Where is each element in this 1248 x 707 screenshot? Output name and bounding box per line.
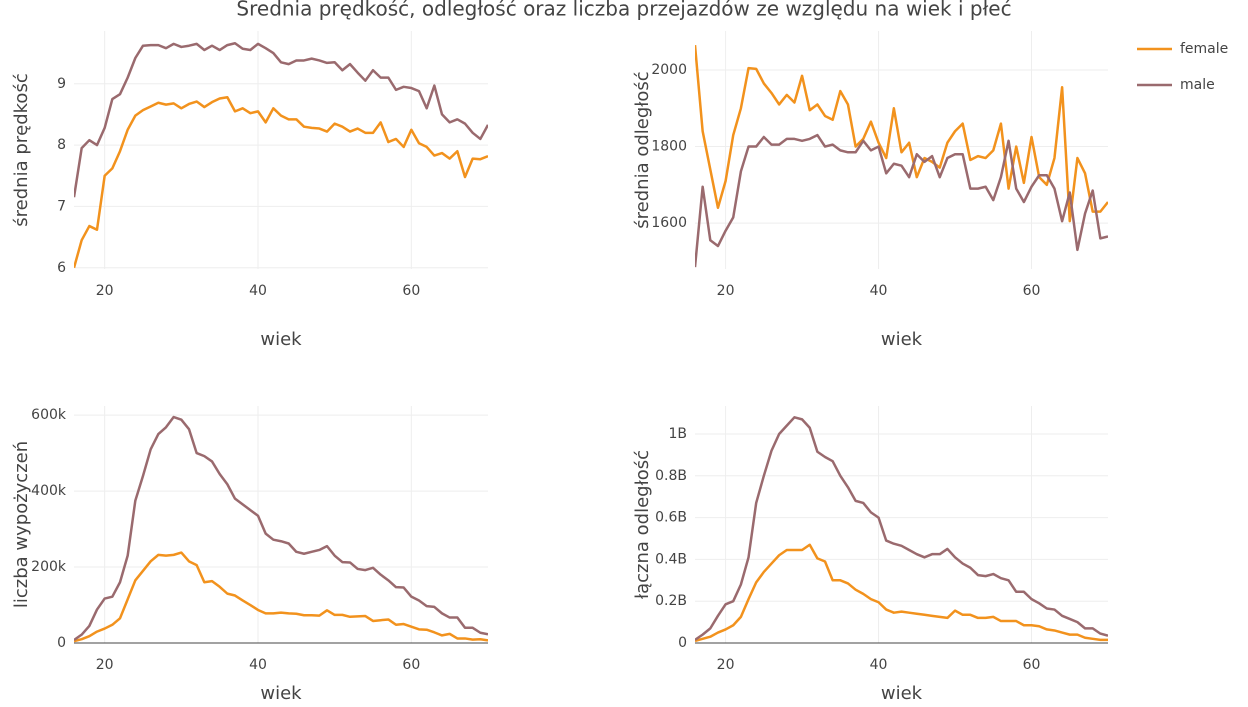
y-tick-label: 0.8B bbox=[655, 468, 687, 484]
y-tick-label: 1600 bbox=[651, 215, 687, 231]
y-tick-label: 0 bbox=[57, 635, 66, 651]
y-axis-title: średnia prędkość bbox=[11, 73, 32, 226]
chart-title: Średnia prędkość, odległość oraz liczba … bbox=[236, 0, 1011, 21]
line-series bbox=[74, 42, 488, 198]
y-tick-label: 1800 bbox=[651, 139, 687, 155]
x-axis-title: wiek bbox=[260, 329, 302, 350]
line-series bbox=[695, 45, 1108, 223]
y-tick-label: 7 bbox=[57, 198, 66, 214]
x-axis-title: wiek bbox=[881, 683, 923, 703]
x-tick-label: 60 bbox=[402, 283, 420, 299]
x-tick-label: 20 bbox=[96, 657, 114, 673]
x-tick-label: 20 bbox=[717, 283, 735, 299]
line-series bbox=[74, 551, 488, 643]
y-tick-label: 2000 bbox=[651, 62, 687, 78]
x-tick-label: 40 bbox=[870, 283, 888, 299]
y-tick-label: 0.4B bbox=[655, 551, 687, 567]
x-tick-label: 40 bbox=[249, 657, 267, 673]
y-tick-label: 8 bbox=[57, 137, 66, 153]
x-tick-label: 60 bbox=[1023, 283, 1041, 299]
y-tick-label: 600k bbox=[31, 407, 67, 423]
x-tick-label: 40 bbox=[870, 657, 888, 673]
x-tick-label: 60 bbox=[1023, 657, 1041, 673]
x-tick-label: 20 bbox=[717, 657, 735, 673]
legend-label: male bbox=[1180, 77, 1215, 93]
x-tick-label: 20 bbox=[96, 283, 114, 299]
line-series bbox=[695, 416, 1108, 641]
y-axis-title: średnia odległość bbox=[632, 71, 653, 228]
x-tick-label: 60 bbox=[402, 657, 420, 673]
y-tick-label: 0.2B bbox=[655, 593, 687, 609]
legend-label: female bbox=[1180, 41, 1228, 57]
x-tick-label: 40 bbox=[249, 283, 267, 299]
line-series bbox=[74, 95, 488, 269]
y-tick-label: 400k bbox=[31, 483, 67, 499]
y-axis-title: łączna odległość bbox=[632, 450, 653, 599]
y-tick-label: 200k bbox=[31, 559, 67, 575]
y-tick-label: 0.6B bbox=[655, 510, 687, 526]
x-axis-title: wiek bbox=[260, 683, 302, 703]
line-series bbox=[74, 415, 488, 641]
y-tick-label: 6 bbox=[57, 260, 66, 276]
line-series bbox=[695, 133, 1108, 268]
x-axis-title: wiek bbox=[881, 329, 923, 350]
y-tick-label: 9 bbox=[57, 76, 66, 92]
y-axis-title: liczba wypożyczeń bbox=[11, 441, 32, 608]
y-tick-label: 0 bbox=[678, 635, 687, 651]
y-tick-label: 1B bbox=[668, 426, 687, 442]
line-series bbox=[695, 543, 1108, 643]
